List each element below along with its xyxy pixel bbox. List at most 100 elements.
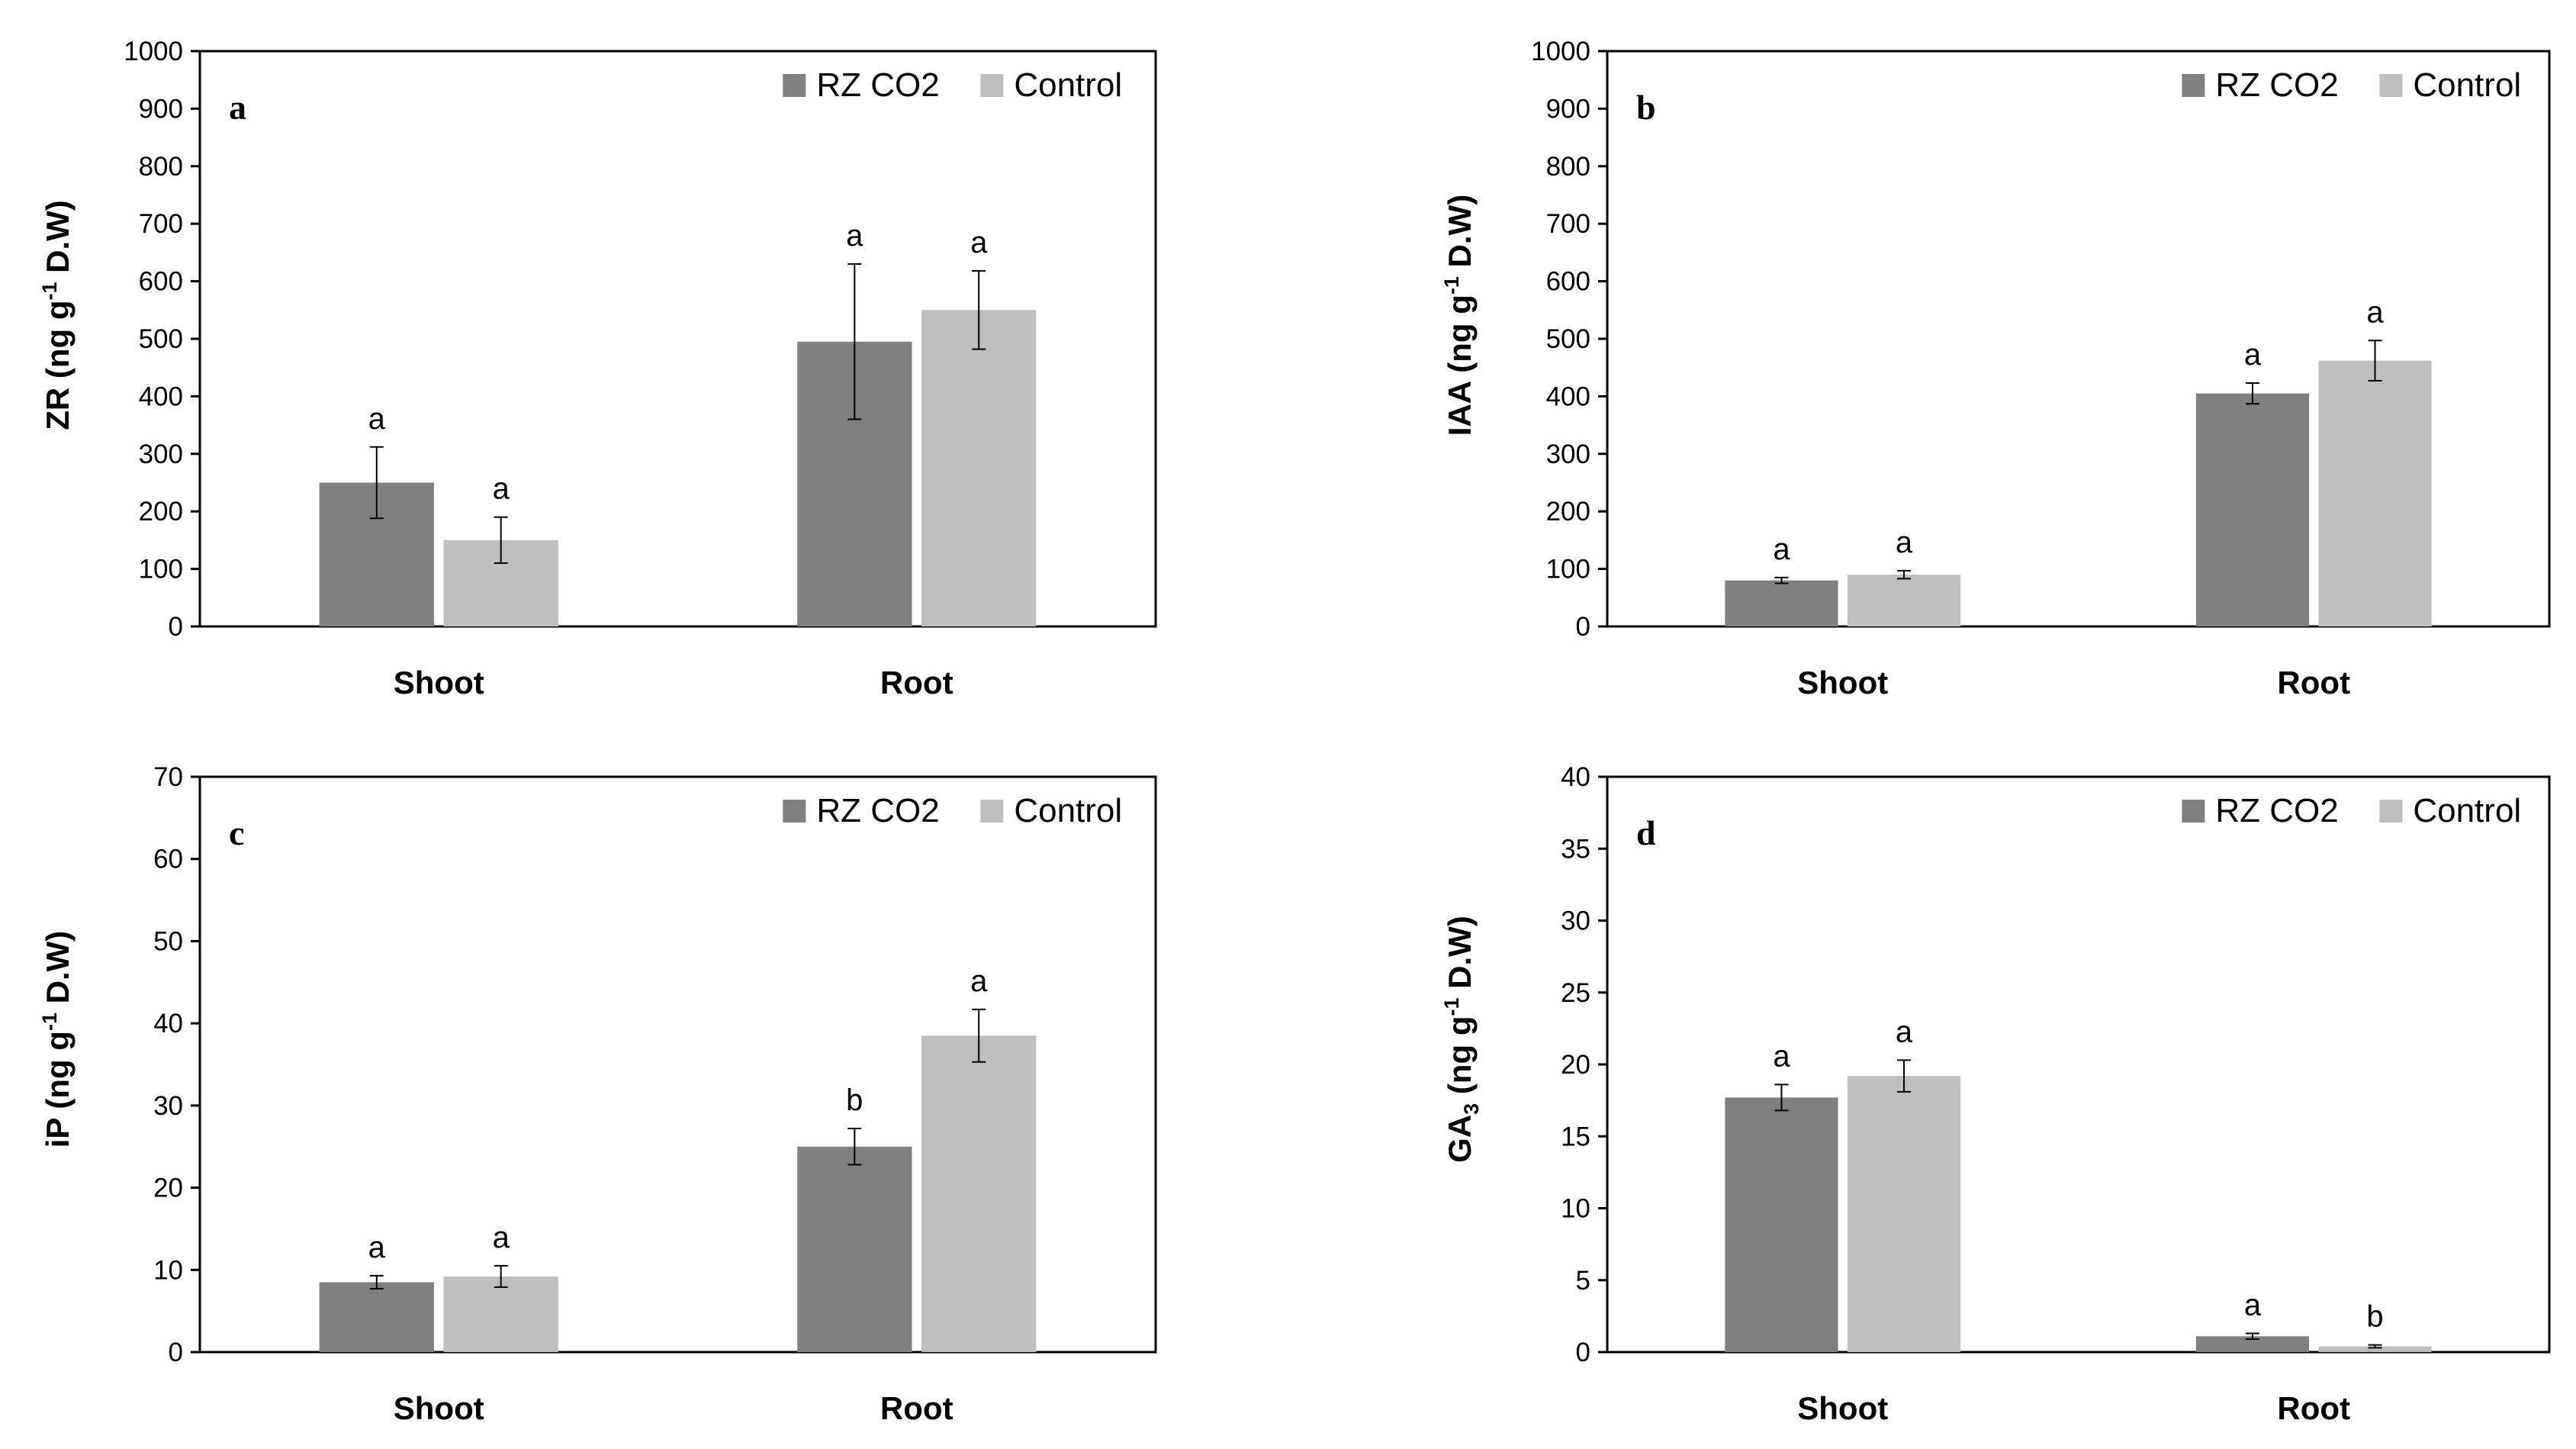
legend-label: Control [1014, 66, 1122, 104]
legend-label: RZ CO2 [2215, 66, 2338, 104]
bar-root-control [921, 310, 1037, 626]
chart-panel-a: 0 100 200 300 400 500 600 700 800 900 1000 ZR (ng g… [38, 37, 1157, 700]
y-axis-title: IAA (ng g-1 D.W) [1440, 195, 1478, 436]
legend-label: RZ CO2 [816, 66, 939, 104]
significance-letter: b [846, 1084, 863, 1117]
y-axis-title-main: ZR (ng g [40, 301, 76, 430]
legend-swatch [783, 800, 806, 823]
bar-shoot-control [443, 1276, 558, 1352]
y-axis-title-main: iP (ng g [40, 1031, 76, 1148]
panel-letter: d [1636, 813, 1656, 852]
y-tick-label: 40 [153, 1009, 183, 1038]
y-axis-title-tail: D.W) [1442, 916, 1478, 997]
bar-shoot-control [1847, 1076, 1961, 1352]
y-axis-title: ZR (ng g-1 D.W) [38, 200, 76, 430]
x-category-label: Shoot [394, 665, 484, 700]
y-tick-label: 10 [153, 1255, 183, 1285]
significance-letter: a [970, 226, 988, 259]
y-tick-label: 700 [139, 209, 183, 239]
y-axis-title: iP (ng g-1 D.W) [38, 931, 76, 1148]
significance-letter: a [368, 402, 386, 436]
y-tick-label: 10 [1561, 1194, 1590, 1224]
y-tick-label: 600 [139, 267, 183, 297]
legend-swatch [2379, 74, 2403, 97]
y-tick-label: 20 [1561, 1050, 1590, 1080]
y-axis-title-main: GA [1442, 1115, 1478, 1163]
significance-letter: a [2244, 338, 2262, 372]
y-tick-label: 5 [1576, 1266, 1590, 1296]
chart-panel-c: 0 10 20 30 40 50 60 70 iP (ng g-1 D.W) c RZ CO2 Con… [38, 762, 1157, 1426]
y-tick-label: 600 [1546, 267, 1590, 297]
y-tick-label: 800 [1546, 152, 1590, 182]
y-tick-label: 900 [139, 94, 183, 124]
x-category-label: Shoot [1797, 665, 1888, 700]
bar-shoot-control [1847, 575, 1961, 626]
y-axis-title-sup: -1 [1440, 997, 1463, 1016]
y-tick-label: 35 [1561, 834, 1590, 864]
significance-letter: a [493, 472, 510, 506]
y-tick-label: 70 [153, 762, 183, 792]
legend-swatch [2182, 800, 2205, 823]
bar-shoot-rz-co2 [1725, 1097, 1838, 1352]
significance-letter: b [2366, 1300, 2383, 1334]
y-axis-title-sup: -1 [1440, 276, 1463, 295]
legend-label: RZ CO2 [2215, 792, 2338, 829]
significance-letter: a [2244, 1288, 2262, 1322]
panel-letter: a [229, 88, 246, 127]
bar-root-rz-co2 [2195, 1336, 2310, 1352]
legend-label: Control [1014, 792, 1122, 829]
legend-label: Control [2413, 66, 2521, 104]
y-axis-title-main: IAA (ng g [1442, 295, 1478, 436]
y-tick-label: 0 [1576, 612, 1590, 642]
legend-swatch [2182, 74, 2205, 97]
legend-label: Control [2413, 792, 2521, 829]
y-axis-title: GA3 (ng g-1 D.W) [1440, 916, 1483, 1163]
significance-letter: a [1896, 526, 1913, 559]
y-axis-title-tail: D.W) [1442, 195, 1478, 276]
x-category-label: Shoot [1797, 1390, 1888, 1426]
bar-shoot-rz-co2 [319, 1282, 434, 1352]
y-axis-title-tail: D.W) [40, 200, 76, 282]
y-tick-label: 100 [1546, 555, 1590, 584]
y-tick-label: 500 [1546, 324, 1590, 354]
y-tick-label: 60 [153, 845, 183, 874]
bar-root-control [921, 1035, 1037, 1352]
y-tick-label: 200 [1546, 497, 1590, 526]
y-axis-title-main2: (ng g [1442, 1016, 1478, 1103]
bar-shoot-rz-co2 [1725, 580, 1838, 626]
significance-letter: a [1896, 1015, 1913, 1048]
y-tick-label: 400 [139, 382, 183, 411]
significance-letter: a [1773, 1039, 1790, 1073]
legend-swatch [2379, 800, 2403, 823]
bar-root-control [2318, 1346, 2432, 1352]
y-axis-title-sub: 3 [1460, 1103, 1483, 1115]
x-category-label: Root [2277, 665, 2350, 700]
legend-label: RZ CO2 [816, 792, 939, 829]
y-axis-title-tail: D.W) [40, 931, 76, 1013]
y-tick-label: 700 [1546, 209, 1590, 239]
y-tick-label: 0 [169, 1338, 183, 1367]
x-category-label: Root [880, 1390, 954, 1426]
y-tick-label: 20 [153, 1174, 183, 1203]
y-tick-label: 800 [139, 152, 183, 182]
chart-panel-d: 0 5 10 15 20 25 30 35 40 GA3 (ng g-1 D.W) d RZ CO2 C… [1440, 762, 2551, 1426]
y-tick-label: 40 [1561, 762, 1590, 792]
x-category-label: Shoot [394, 1390, 484, 1426]
panel-letter: c [229, 813, 244, 852]
y-tick-label: 1000 [124, 37, 183, 66]
bar-root-rz-co2 [797, 1146, 912, 1352]
y-tick-label: 15 [1561, 1122, 1590, 1151]
y-tick-label: 0 [1576, 1338, 1590, 1367]
y-axis-title-sup: -1 [38, 1013, 61, 1031]
y-tick-label: 900 [1546, 94, 1590, 124]
y-tick-label: 30 [1561, 906, 1590, 936]
panel-letter: b [1636, 88, 1656, 127]
y-tick-label: 50 [153, 926, 183, 956]
significance-letter: a [970, 964, 988, 998]
chart-panel-b: 0 100 200 300 400 500 600 700 800 900 1000 IAA (ng … [1440, 37, 2551, 700]
y-tick-label: 400 [1546, 382, 1590, 411]
y-tick-label: 300 [139, 440, 183, 469]
y-tick-label: 300 [1546, 440, 1590, 469]
y-tick-label: 100 [139, 555, 183, 584]
x-category-label: Root [880, 665, 954, 700]
